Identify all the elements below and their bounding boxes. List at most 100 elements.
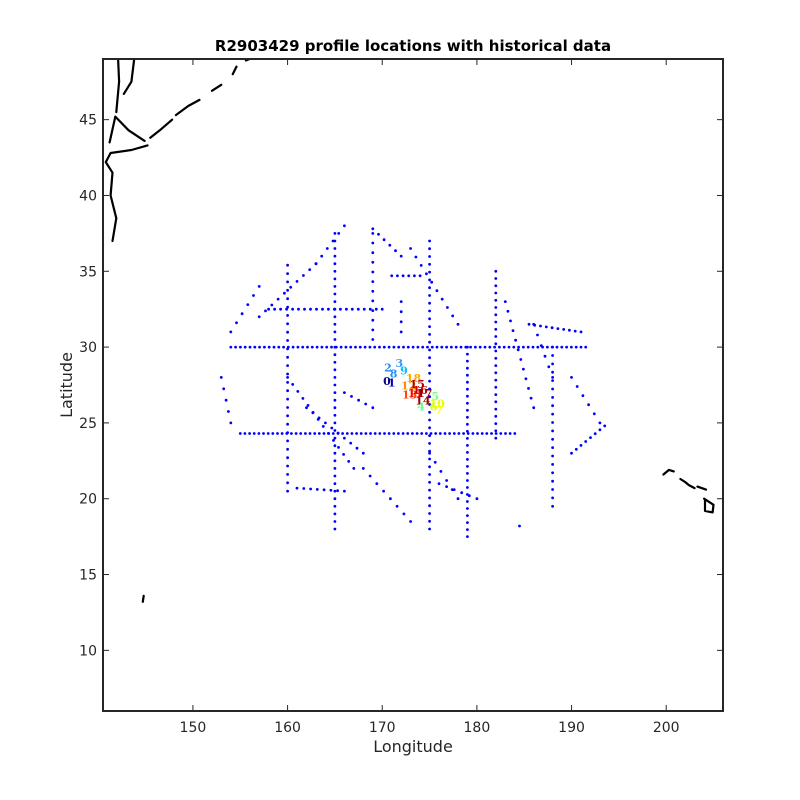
- historical-profile-point: [570, 345, 573, 349]
- historical-profile-point: [332, 439, 335, 442]
- x-tick-label: 180: [464, 720, 491, 736]
- historical-profile-point: [532, 322, 536, 326]
- historical-profile-point: [551, 379, 554, 382]
- historical-profile-point: [429, 432, 433, 435]
- historical-profile-point: [494, 306, 498, 309]
- historical-profile-point: [227, 410, 230, 413]
- historical-profile-point: [589, 436, 592, 439]
- historical-profile-point: [466, 408, 469, 412]
- historical-profile-point: [305, 406, 308, 410]
- historical-profile-point: [494, 429, 498, 433]
- historical-profile-point: [290, 432, 293, 435]
- historical-profile-point: [219, 376, 223, 379]
- historical-profile-point: [333, 277, 337, 281]
- float-profile-label: 17: [417, 387, 432, 400]
- historical-profile-point: [555, 345, 559, 349]
- historical-profile-point: [494, 320, 498, 324]
- historical-profile-point: [428, 348, 431, 352]
- historical-profile-point: [279, 307, 282, 311]
- historical-profile-point: [457, 432, 461, 435]
- historical-profile-point: [499, 432, 503, 435]
- historical-profile-point: [314, 262, 318, 266]
- historical-profile-point: [371, 289, 375, 293]
- historical-profile-point: [531, 345, 535, 349]
- historical-profile-point: [452, 488, 456, 491]
- historical-profile-point: [428, 434, 431, 437]
- y-tick-label: 35: [79, 264, 97, 280]
- historical-profile-point: [229, 330, 233, 334]
- historical-profile-point: [584, 440, 588, 443]
- historical-profile-point: [286, 389, 289, 393]
- historical-profile-point: [378, 432, 382, 435]
- historical-profile-point: [494, 385, 498, 389]
- historical-profile-point: [285, 307, 288, 311]
- historical-profile-point: [234, 345, 238, 349]
- historical-profile-point: [519, 358, 523, 361]
- historical-profile-point: [494, 284, 498, 288]
- historical-profile-point: [551, 504, 554, 508]
- historical-profile-point: [494, 291, 498, 295]
- historical-profile-point: [333, 300, 337, 303]
- historical-profile-point: [551, 412, 554, 416]
- historical-profile-point: [306, 345, 309, 349]
- historical-profile-point: [373, 345, 377, 349]
- historical-profile-point: [333, 436, 337, 440]
- historical-profile-point: [428, 512, 431, 515]
- historical-profile-point: [330, 345, 333, 349]
- historical-profile-point: [333, 376, 337, 379]
- historical-profile-point: [333, 497, 337, 501]
- historical-profile-point: [291, 307, 294, 311]
- historical-profile-point: [286, 376, 289, 379]
- historical-profile-point: [301, 345, 305, 349]
- historical-profile-point: [536, 345, 540, 349]
- historical-profile-point: [409, 520, 412, 523]
- historical-profile-point: [466, 380, 469, 384]
- historical-profile-point: [243, 345, 247, 349]
- coastline: [115, 59, 121, 114]
- historical-profile-point: [539, 324, 542, 328]
- historical-profile-point: [428, 451, 431, 455]
- historical-profile-point: [286, 305, 289, 309]
- historical-profile-point: [333, 406, 337, 410]
- historical-profile-point: [551, 354, 554, 357]
- historical-profile-point: [248, 345, 252, 349]
- historical-profile-point: [239, 345, 242, 349]
- float-profile-label: 3: [395, 357, 403, 370]
- historical-profile-point: [286, 406, 289, 409]
- historical-profile-point: [556, 327, 560, 330]
- historical-profile-point: [264, 309, 267, 313]
- historical-profile-point: [428, 301, 431, 305]
- historical-profile-point: [295, 486, 299, 490]
- historical-profile-point: [456, 497, 460, 501]
- historical-profile-point: [587, 403, 590, 407]
- historical-profile-point: [532, 406, 536, 410]
- historical-profile-point: [383, 432, 386, 435]
- historical-profile-point: [229, 345, 233, 349]
- historical-profile-point: [402, 345, 405, 349]
- historical-profile-point: [333, 322, 337, 326]
- historical-profile-point: [371, 309, 375, 312]
- historical-profile-point: [257, 285, 261, 288]
- historical-profile-point: [428, 364, 431, 367]
- historical-profile-point: [551, 463, 554, 466]
- historical-profile-point: [466, 373, 469, 377]
- historical-profile-point: [295, 280, 299, 283]
- historical-profile-point: [428, 286, 431, 290]
- historical-profile-point: [462, 432, 465, 435]
- chart-title: R2903429 profile locations with historic…: [215, 37, 611, 55]
- historical-profile-point: [428, 325, 431, 328]
- historical-profile-point: [371, 241, 375, 245]
- historical-profile-point: [466, 444, 469, 447]
- historical-profile-point: [320, 345, 324, 349]
- historical-profile-point: [276, 432, 279, 435]
- historical-profile-point: [286, 439, 289, 443]
- x-axis-label: Longitude: [373, 737, 453, 756]
- historical-profile-point: [401, 432, 405, 435]
- historical-profile-point: [544, 325, 548, 329]
- historical-profile-point: [428, 239, 431, 243]
- historical-profile-point: [301, 397, 305, 400]
- historical-profile-point: [570, 376, 573, 379]
- historical-profile-point: [579, 444, 583, 447]
- historical-profile-point: [333, 413, 337, 417]
- historical-profile-point: [333, 292, 337, 296]
